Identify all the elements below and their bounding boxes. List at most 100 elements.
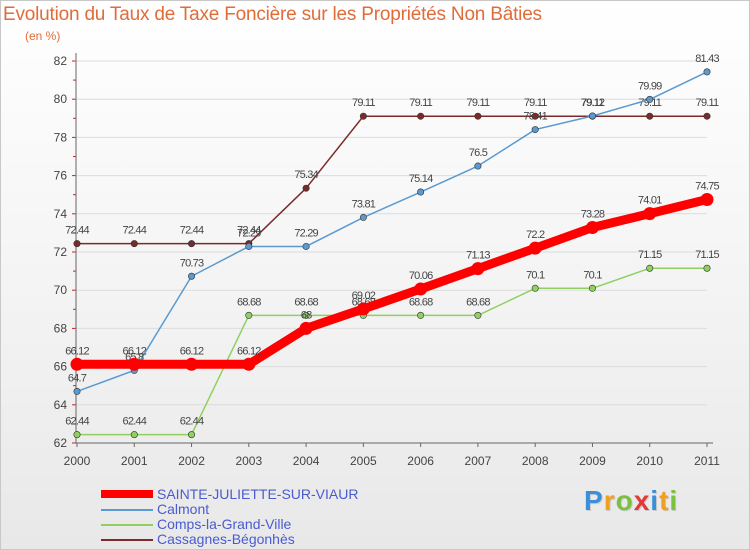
data-point-sainte-juliette-sur-viaur <box>528 241 542 255</box>
data-point-sainte-juliette-sur-viaur <box>356 302 370 316</box>
data-point-calmont <box>245 242 253 250</box>
x-tick-label-2008: 2008 <box>522 454 549 468</box>
data-point-cassagnes-b-gonh-s <box>646 112 654 120</box>
x-tick-label-2000: 2000 <box>64 454 91 468</box>
data-point-sainte-juliette-sur-viaur <box>414 282 428 296</box>
data-point-comps-la-grand-ville <box>703 264 711 272</box>
y-tick-label-64: 64 <box>54 398 68 412</box>
x-tick-label-2010: 2010 <box>636 454 663 468</box>
legend-label-sainte-juliette: SAINTE-JULIETTE-SUR-VIAUR <box>157 486 359 502</box>
chart-unit-label: (en %) <box>25 29 61 43</box>
data-point-calmont <box>646 95 654 103</box>
data-label-calmont: 75.14 <box>409 173 433 185</box>
y-tick-label-68: 68 <box>54 321 68 335</box>
data-point-cassagnes-b-gonh-s <box>703 112 711 120</box>
data-label-cassagnes-b-gonh-s: 79.11 <box>696 97 719 109</box>
data-label-comps-la-grand-ville: 71.15 <box>695 249 719 261</box>
data-label-sainte-juliette-sur-viaur: 66.12 <box>123 345 147 357</box>
data-point-cassagnes-b-gonh-s <box>417 112 425 120</box>
data-point-comps-la-grand-ville <box>646 264 654 272</box>
data-label-cassagnes-b-gonh-s: 72.44 <box>123 225 147 237</box>
data-label-comps-la-grand-ville: 70.1 <box>583 269 602 281</box>
data-label-calmont: 73.81 <box>352 198 376 210</box>
data-label-sainte-juliette-sur-viaur: 74.75 <box>695 180 719 192</box>
x-tick-label-2009: 2009 <box>579 454 606 468</box>
x-tick-label-2004: 2004 <box>293 454 320 468</box>
data-label-cassagnes-b-gonh-s: 79.11 <box>409 97 432 109</box>
data-point-cassagnes-b-gonh-s <box>130 240 138 248</box>
y-tick-label-70: 70 <box>54 283 68 297</box>
data-label-sainte-juliette-sur-viaur: 71.13 <box>466 250 490 262</box>
data-label-calmont: 72.29 <box>294 227 318 239</box>
data-label-calmont: 78.41 <box>523 111 547 123</box>
data-label-sainte-juliette-sur-viaur: 72.2 <box>526 229 545 241</box>
data-point-sainte-juliette-sur-viaur <box>242 357 256 371</box>
data-label-calmont: 81.43 <box>695 53 719 65</box>
x-tick-label-2003: 2003 <box>235 454 262 468</box>
x-tick-label-2011: 2011 <box>694 454 720 468</box>
data-point-cassagnes-b-gonh-s <box>73 240 81 248</box>
data-label-sainte-juliette-sur-viaur: 68 <box>301 309 312 321</box>
data-point-calmont <box>531 126 539 134</box>
data-point-sainte-juliette-sur-viaur <box>127 357 141 371</box>
data-point-calmont <box>359 213 367 221</box>
data-label-calmont: 79.99 <box>638 80 662 92</box>
legend-swatch-sainte-juliette <box>101 490 153 498</box>
data-point-sainte-juliette-sur-viaur <box>70 357 84 371</box>
data-point-sainte-juliette-sur-viaur <box>700 192 714 206</box>
data-point-calmont <box>188 272 196 280</box>
data-point-comps-la-grand-ville <box>531 284 539 292</box>
data-label-sainte-juliette-sur-viaur: 74.01 <box>638 195 662 207</box>
data-label-sainte-juliette-sur-viaur: 73.28 <box>581 209 605 221</box>
data-label-comps-la-grand-ville: 70.1 <box>526 269 545 281</box>
data-point-sainte-juliette-sur-viaur <box>299 321 313 335</box>
x-tick-label-2006: 2006 <box>407 454 434 468</box>
data-label-comps-la-grand-ville: 68.68 <box>294 296 318 308</box>
data-label-calmont: 70.73 <box>180 257 204 269</box>
data-label-cassagnes-b-gonh-s: 79.11 <box>524 97 547 109</box>
data-label-cassagnes-b-gonh-s: 79.11 <box>352 97 375 109</box>
y-tick-label-80: 80 <box>54 92 68 106</box>
proxiti-logo: Proxiti <box>584 485 679 516</box>
series-line-cassagnes-b-gonh-s <box>77 115 707 245</box>
data-label-calmont: 76.5 <box>469 147 488 159</box>
data-label-cassagnes-b-gonh-s: 75.34 <box>294 169 318 181</box>
x-tick-label-2007: 2007 <box>465 454 492 468</box>
data-label-comps-la-grand-ville: 68.68 <box>466 296 490 308</box>
data-point-comps-la-grand-ville <box>130 431 138 439</box>
data-point-comps-la-grand-ville <box>73 431 81 439</box>
data-point-cassagnes-b-gonh-s <box>531 112 539 120</box>
data-label-calmont: 72.29 <box>237 227 261 239</box>
data-label-cassagnes-b-gonh-s: 79.11 <box>581 97 604 109</box>
x-tick-label-2005: 2005 <box>350 454 377 468</box>
data-point-comps-la-grand-ville <box>417 311 425 319</box>
data-label-comps-la-grand-ville: 62.44 <box>123 416 147 428</box>
y-tick-label-76: 76 <box>54 169 68 183</box>
data-point-sainte-juliette-sur-viaur <box>471 262 485 276</box>
data-label-cassagnes-b-gonh-s: 72.44 <box>180 225 204 237</box>
y-tick-label-72: 72 <box>54 245 68 259</box>
series-line-calmont <box>76 71 708 393</box>
data-point-calmont <box>703 68 711 76</box>
legend-swatch-calmont <box>101 509 153 511</box>
data-point-cassagnes-b-gonh-s <box>302 184 310 192</box>
y-tick-label-66: 66 <box>54 360 68 374</box>
data-point-calmont <box>588 112 596 120</box>
x-tick-label-2001: 2001 <box>121 454 148 468</box>
data-label-cassagnes-b-gonh-s: 72.44 <box>65 225 89 237</box>
data-label-calmont: 64.7 <box>68 372 87 384</box>
chart-title: Evolution du Taux de Taxe Foncière sur l… <box>3 4 542 25</box>
data-label-sainte-juliette-sur-viaur: 66.12 <box>180 345 204 357</box>
data-point-sainte-juliette-sur-viaur <box>585 221 599 235</box>
data-point-calmont <box>302 242 310 250</box>
legend-swatch-cassagnes <box>101 539 153 541</box>
data-label-comps-la-grand-ville: 71.15 <box>638 249 662 261</box>
data-label-sainte-juliette-sur-viaur: 70.06 <box>409 270 433 282</box>
data-label-comps-la-grand-ville: 62.44 <box>180 416 204 428</box>
data-label-comps-la-grand-ville: 68.68 <box>409 296 433 308</box>
y-tick-label-82: 82 <box>54 54 68 68</box>
y-tick-label-74: 74 <box>54 207 68 221</box>
series-line-comps-la-grand-ville <box>77 267 707 436</box>
